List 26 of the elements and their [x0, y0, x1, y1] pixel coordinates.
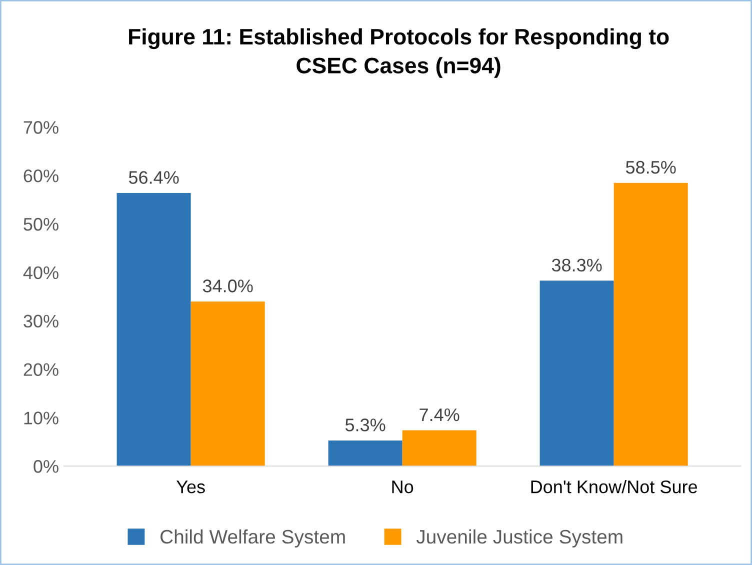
y-tick-label: 10%	[24, 412, 58, 424]
y-tick-label: 40%	[23, 266, 58, 280]
bar	[328, 440, 402, 466]
data-label: 58.5%	[626, 160, 676, 174]
x-tick-label: Don't Know/Not Sure	[531, 480, 698, 494]
chart-title: Figure 11: Established Protocols for Responding to CSEC Cases (n=94)	[129, 28, 669, 78]
legend-label: Child Welfare System	[160, 529, 345, 548]
y-tick-label: 0%	[34, 460, 58, 473]
data-label: 34.0%	[202, 280, 253, 292]
data-label: 56.4%	[128, 171, 179, 184]
data-label: 5.3%	[345, 418, 386, 432]
bar	[402, 430, 476, 466]
bar	[190, 301, 265, 466]
data-label: 38.3%	[552, 258, 602, 272]
bar	[614, 182, 688, 466]
legend-label: Juvenile Justice System	[416, 529, 622, 548]
y-tick-label: 20%	[24, 363, 58, 376]
data-label: 7.4%	[420, 408, 460, 422]
x-tick-label: Yes	[176, 480, 205, 494]
x-tick-label: No	[392, 480, 414, 494]
bar	[116, 192, 191, 466]
y-tick-label: 70%	[24, 121, 58, 134]
y-tick-label: 30%	[24, 314, 58, 328]
bar	[540, 280, 614, 466]
y-tick-label: 50%	[24, 218, 58, 231]
y-tick-label: 60%	[24, 169, 58, 182]
